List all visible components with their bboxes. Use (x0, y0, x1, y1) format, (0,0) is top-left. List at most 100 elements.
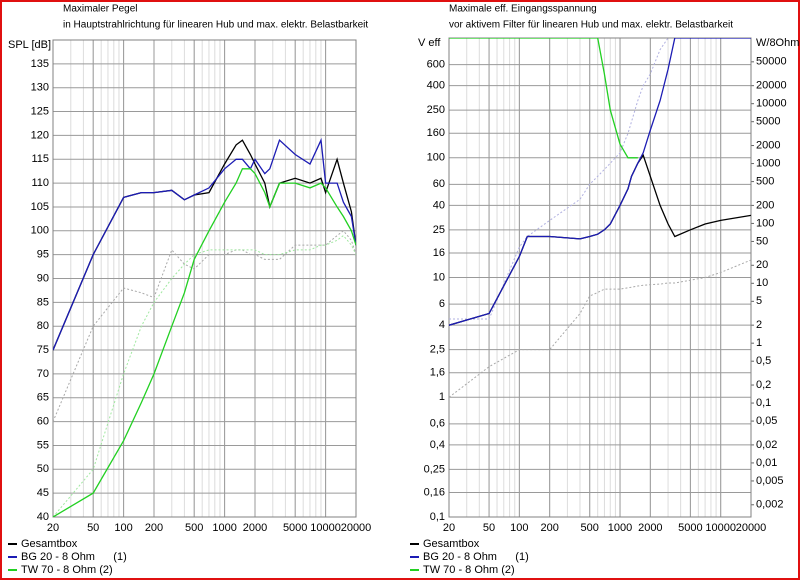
series-line (449, 259, 751, 398)
y-tick-label: 65 (37, 392, 49, 404)
y-tick-label: 100 (427, 152, 445, 164)
y2-tick-label: 200 (756, 199, 774, 211)
y2-tick-label: 0,1 (756, 397, 771, 409)
y2-tick-label: 100 (756, 217, 774, 229)
series-line (53, 234, 356, 517)
y-tick-label: 60 (37, 416, 49, 428)
y-tick-label: 55 (37, 439, 49, 451)
chart-title: Maximale eff. Eingangsspannung (449, 4, 597, 15)
y-tick-label: 135 (31, 58, 49, 70)
y-tick-label: 400 (427, 80, 445, 92)
plot-border (448, 37, 752, 518)
plot-border (52, 39, 357, 518)
y-tick-label: 105 (31, 201, 49, 213)
y-tick-label: 100 (31, 225, 49, 237)
y-tick-label: 75 (37, 344, 49, 356)
x-tick-label: 5000 (283, 522, 307, 534)
x-tick-label: 100 (114, 522, 132, 534)
y2-tick-label: 5 (756, 295, 762, 307)
y-tick-label: 120 (31, 129, 49, 141)
y-tick-label: 40 (37, 511, 49, 523)
legend-label: BG 20 - 8 Ohm (1) (21, 551, 127, 563)
y2-tick-label: 500 (756, 175, 774, 187)
y-tick-label: 125 (31, 105, 49, 117)
x-tick-label: 200 (540, 522, 558, 534)
y-tick-label: 25 (433, 224, 445, 236)
y2-tick-label: 0,005 (756, 475, 784, 487)
y-tick-label: 60 (433, 178, 445, 190)
x-tick-label: 1000 (608, 522, 632, 534)
y2-tick-label: 50000 (756, 56, 787, 68)
x-tick-label: 20000 (341, 522, 372, 534)
y-tick-label: 50 (37, 463, 49, 475)
y-tick-label: 40 (433, 199, 445, 211)
y-tick-label: 2,5 (430, 344, 445, 356)
x-tick-label: 10000 (310, 522, 341, 534)
legend-label: TW 70 - 8 Ohm (2) (423, 564, 515, 576)
y2-tick-label: 0,5 (756, 355, 771, 367)
y-tick-label: 600 (427, 58, 445, 70)
y-tick-label: 110 (31, 177, 49, 189)
y-tick-label: 0,1 (430, 511, 445, 523)
y2-tick-label: 2 (756, 319, 762, 331)
x-tick-label: 200 (145, 522, 163, 534)
y-tick-label: 115 (31, 153, 49, 165)
y2-tick-label: 0,05 (756, 415, 777, 427)
y-tick-label: 0,25 (424, 463, 445, 475)
y-tick-label: 250 (427, 104, 445, 116)
y-tick-label: 95 (37, 249, 49, 261)
x-tick-label: 50 (87, 522, 99, 534)
series-group (449, 38, 751, 398)
series-line (449, 38, 751, 326)
y2-tick-label: 20 (756, 259, 768, 271)
x-tick-label: 500 (185, 522, 203, 534)
y2-tick-label: 10000 (756, 98, 787, 110)
y-tick-label: 0,4 (430, 439, 445, 451)
y-tick-label: 70 (37, 368, 49, 380)
y-tick-label: 0,6 (430, 418, 445, 430)
y-tick-label: 45 (37, 487, 49, 499)
x-tick-label: 5000 (678, 522, 702, 534)
y2-axis-label: W/8Ohm (756, 37, 799, 49)
y-tick-label: 16 (433, 247, 445, 259)
x-tick-label: 50 (483, 522, 495, 534)
y-axis-label: V eff (418, 37, 441, 49)
y-tick-label: 160 (427, 127, 445, 139)
series-line (53, 230, 356, 422)
y-tick-label: 80 (37, 320, 49, 332)
y-tick-label: 90 (37, 272, 49, 284)
y-tick-label: 0,16 (424, 486, 445, 498)
y-tick-label: 10 (433, 271, 445, 283)
y-tick-label: 4 (439, 319, 445, 331)
x-tick-label: 1000 (212, 522, 236, 534)
legend-label: BG 20 - 8 Ohm (1) (423, 551, 529, 563)
y2-tick-label: 50 (756, 235, 768, 247)
x-tick-label: 500 (581, 522, 599, 534)
y-tick-label: 85 (37, 296, 49, 308)
series-line (53, 168, 356, 517)
legend-label: Gesamtbox (21, 538, 78, 550)
y2-tick-label: 0,02 (756, 439, 777, 451)
y-tick-label: 1,6 (430, 367, 445, 379)
legend-label: Gesamtbox (423, 538, 480, 550)
x-tick-label: 2000 (638, 522, 662, 534)
y2-tick-label: 5000 (756, 116, 780, 128)
y2-tick-label: 1 (756, 337, 762, 349)
x-tick-label: 100 (510, 522, 528, 534)
y-tick-label: 1 (439, 391, 445, 403)
legend-label: TW 70 - 8 Ohm (2) (21, 564, 113, 576)
y-axis-label: SPL [dB] (8, 39, 51, 51)
chart-subtitle: vor aktivem Filter für linearen Hub und … (449, 20, 733, 31)
y2-tick-label: 10 (756, 277, 768, 289)
y-tick-label: 130 (31, 82, 49, 94)
chart-title: Maximaler Pegel (63, 4, 137, 15)
y2-tick-label: 0,2 (756, 379, 771, 391)
y-tick-label: 6 (439, 298, 445, 310)
chart-subtitle: in Hauptstrahlrichtung für linearen Hub … (63, 20, 368, 31)
y2-tick-label: 2000 (756, 139, 780, 151)
x-tick-label: 20 (47, 522, 59, 534)
y2-tick-label: 20000 (756, 80, 787, 92)
y2-tick-label: 1000 (756, 157, 780, 169)
